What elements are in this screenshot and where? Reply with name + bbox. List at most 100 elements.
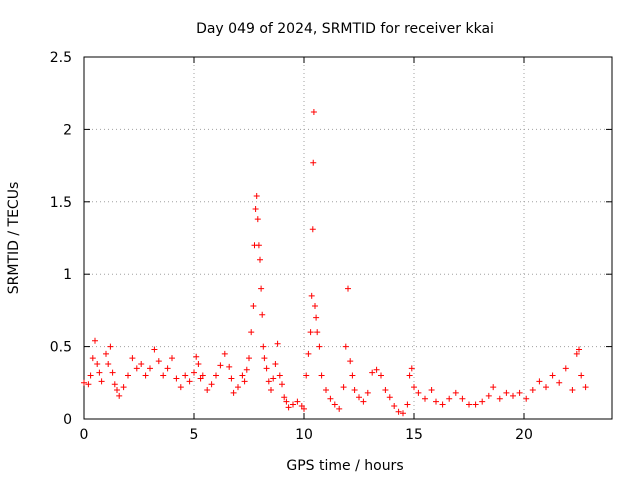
- data-point: [281, 394, 288, 401]
- data-point: [336, 405, 343, 412]
- data-point: [94, 360, 101, 367]
- x-tick-label: 10: [295, 427, 313, 443]
- data-point: [318, 372, 325, 379]
- data-point: [290, 401, 296, 408]
- data-point: [562, 365, 569, 372]
- data-point: [314, 329, 321, 336]
- axis-tick-labels: 0 5 10 15 20 0 0.5 1 1.5 2 2.5: [50, 50, 533, 443]
- data-point: [276, 372, 283, 379]
- data-point: [364, 389, 371, 396]
- data-point: [226, 363, 233, 370]
- data-point: [313, 314, 320, 321]
- data-point: [578, 372, 585, 379]
- data-point: [466, 401, 472, 408]
- data-point: [274, 340, 281, 347]
- data-point: [415, 389, 422, 396]
- data-point: [406, 372, 413, 379]
- data-point: [133, 365, 140, 372]
- data-point: [96, 369, 103, 376]
- data-point: [373, 366, 380, 373]
- data-point: [89, 355, 96, 362]
- data-point: [285, 404, 292, 411]
- y-tick-label: 1: [63, 267, 72, 283]
- x-tick-label: 15: [405, 427, 423, 443]
- y-tick-label: 0.5: [50, 340, 72, 356]
- data-point: [258, 285, 265, 292]
- data-point: [347, 358, 354, 365]
- data-point: [310, 159, 317, 166]
- data-point: [556, 379, 563, 386]
- data-point: [160, 372, 167, 379]
- data-point: [182, 372, 189, 379]
- data-point: [250, 303, 257, 310]
- data-point: [151, 346, 158, 353]
- data-point: [204, 387, 211, 394]
- data-point: [92, 337, 98, 344]
- data-point: [422, 395, 428, 402]
- data-point: [147, 365, 153, 372]
- data-point: [433, 398, 439, 405]
- data-point: [221, 350, 228, 357]
- data-point: [193, 353, 200, 360]
- data-point: [303, 372, 310, 379]
- data-point: [386, 394, 393, 401]
- data-point: [327, 395, 334, 402]
- data-point: [310, 109, 317, 116]
- data-point: [208, 381, 215, 388]
- data-point: [479, 398, 486, 405]
- data-point: [169, 355, 175, 362]
- data-point: [576, 346, 582, 353]
- data-point: [239, 372, 246, 379]
- data-point: [395, 408, 402, 415]
- data-point: [312, 303, 318, 310]
- data-point: [260, 343, 267, 350]
- data-point: [309, 226, 316, 233]
- data-points: [81, 109, 589, 417]
- data-point: [536, 378, 543, 385]
- data-point: [186, 378, 193, 385]
- data-point: [446, 395, 453, 402]
- data-point: [510, 392, 516, 399]
- data-point: [253, 193, 260, 200]
- data-point: [459, 395, 466, 402]
- data-point: [248, 329, 255, 336]
- data-point: [103, 350, 109, 357]
- data-point: [378, 372, 384, 379]
- data-point: [142, 372, 149, 379]
- data-point: [265, 378, 272, 385]
- data-point: [129, 355, 136, 362]
- data-point: [173, 375, 180, 382]
- data-point: [342, 343, 349, 350]
- data-point: [496, 395, 503, 402]
- chart-title: Day 049 of 2024, SRMTID for receiver kka…: [196, 21, 494, 37]
- data-point: [213, 372, 219, 379]
- data-point: [263, 365, 270, 372]
- data-point: [268, 387, 274, 394]
- data-point: [340, 384, 347, 391]
- data-point: [516, 389, 523, 396]
- data-point: [272, 360, 279, 367]
- data-point: [301, 405, 307, 412]
- data-point: [391, 402, 398, 409]
- data-point: [283, 398, 290, 405]
- data-point: [331, 401, 338, 408]
- data-point: [195, 360, 202, 367]
- data-point: [294, 398, 301, 405]
- x-tick-label: 20: [515, 427, 533, 443]
- data-point: [138, 360, 145, 367]
- x-axis-label: GPS time / hours: [286, 458, 403, 474]
- data-point: [472, 401, 479, 408]
- data-point: [569, 387, 576, 394]
- data-point: [235, 384, 241, 391]
- data-point: [316, 343, 323, 350]
- data-point: [261, 355, 268, 362]
- data-point: [279, 381, 285, 388]
- plot-frame: [83, 56, 613, 420]
- data-point: [349, 372, 356, 379]
- data-point: [252, 206, 259, 213]
- data-point: [490, 384, 497, 391]
- data-point: [411, 384, 417, 391]
